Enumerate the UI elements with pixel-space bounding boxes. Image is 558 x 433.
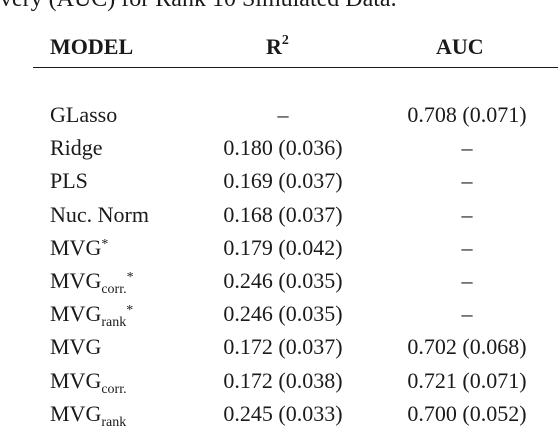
model-asterisk: * [126,303,134,319]
cell-r2: 0.172 (0.038) [223,367,343,393]
cell-auc: – [461,135,473,161]
cell-auc: – [461,267,473,293]
results-table: GLasso –0.708 (0.071) Ridge 0.180 (0.036) – P… [0,100,558,432]
cell-auc: 0.721 (0.071) [407,367,527,393]
cell-auc: 0.700 (0.052) [407,400,527,426]
model-name: MVG [50,301,102,327]
cell-r2: 0.168 (0.037) [223,201,343,227]
model-name: PLS [50,168,88,194]
table-row: MVGcorr. 0.172 (0.038) 0.721 (0.071) [0,366,558,399]
cell-auc: – [461,201,473,227]
cell-model: MVGrank* [50,299,133,333]
table-row: MVG* 0.179 (0.042) – [0,233,558,266]
table-row: Nuc. Norm 0.168 (0.037) – [0,200,558,233]
model-name: GLasso [50,102,118,127]
table-row: MVGcorr.* 0.246 (0.035) – [0,266,558,299]
header-r2-base: R [266,34,282,59]
model-asterisk: * [126,269,134,285]
cell-auc: 0.708 (0.071) [407,102,527,127]
header-r2-superscript: 2 [281,32,289,48]
cell-r2: 0.169 (0.037) [223,168,343,194]
cell-model: Nuc. Norm [50,200,149,234]
table-caption: very (AUC) for Rank 10 Simulated Data. [0,0,397,13]
cell-auc: – [461,234,473,260]
cell-model: MVGcorr.* [50,266,134,300]
model-subscript: corr. [101,281,127,297]
table-row: MVG 0.172 (0.037) 0.702 (0.068) [0,332,558,365]
cell-r2: 0.172 (0.037) [223,334,343,360]
cell-model: Ridge [50,133,103,167]
cell-r2: – [277,102,289,127]
model-name: MVG [50,400,102,426]
model-subscript: corr. [101,381,127,397]
cell-model: MVG [50,332,101,366]
cell-r2: 0.180 (0.036) [223,135,343,161]
cell-r2: 0.246 (0.035) [223,267,343,293]
table-row: MVGrank* 0.246 (0.035) – [0,299,558,332]
model-subscript: rank [101,315,127,331]
cell-model: MVG* [50,233,108,267]
cell-model: MVGrank [50,399,126,433]
model-subscript: rank [101,414,127,430]
header-rule [33,67,558,68]
cell-auc: – [461,168,473,194]
model-name: Ridge [50,135,103,161]
cell-r2: 0.246 (0.035) [223,301,343,327]
table-row: GLasso – 0.708 (0.071) [0,100,558,133]
cell-auc: 0.702 (0.068) [407,334,527,360]
model-name: MVG [50,334,102,360]
header-auc: AUC [436,34,484,59]
model-asterisk: * [101,236,109,252]
header-r2: R2 [266,32,289,60]
cell-r2: 0.245 (0.033) [223,400,343,426]
table-row: PLS 0.169 (0.037) – [0,166,558,199]
table-row: Ridge 0.180 (0.036) – [0,133,558,166]
model-name: Nuc. Norm [50,201,149,227]
cell-model: PLS [50,166,88,200]
cell-model: GLasso [50,100,117,134]
cell-auc: – [461,301,473,327]
header-model: MODEL [50,34,134,59]
model-name: MVG [50,267,102,293]
table-row: MVGrank 0.245 (0.033) 0.700 (0.052) [0,399,558,432]
model-name: MVG [50,234,102,260]
model-name: MVG [50,367,102,393]
cell-r2: 0.179 (0.042) [223,234,343,260]
cell-model: MVGcorr. [50,366,127,400]
